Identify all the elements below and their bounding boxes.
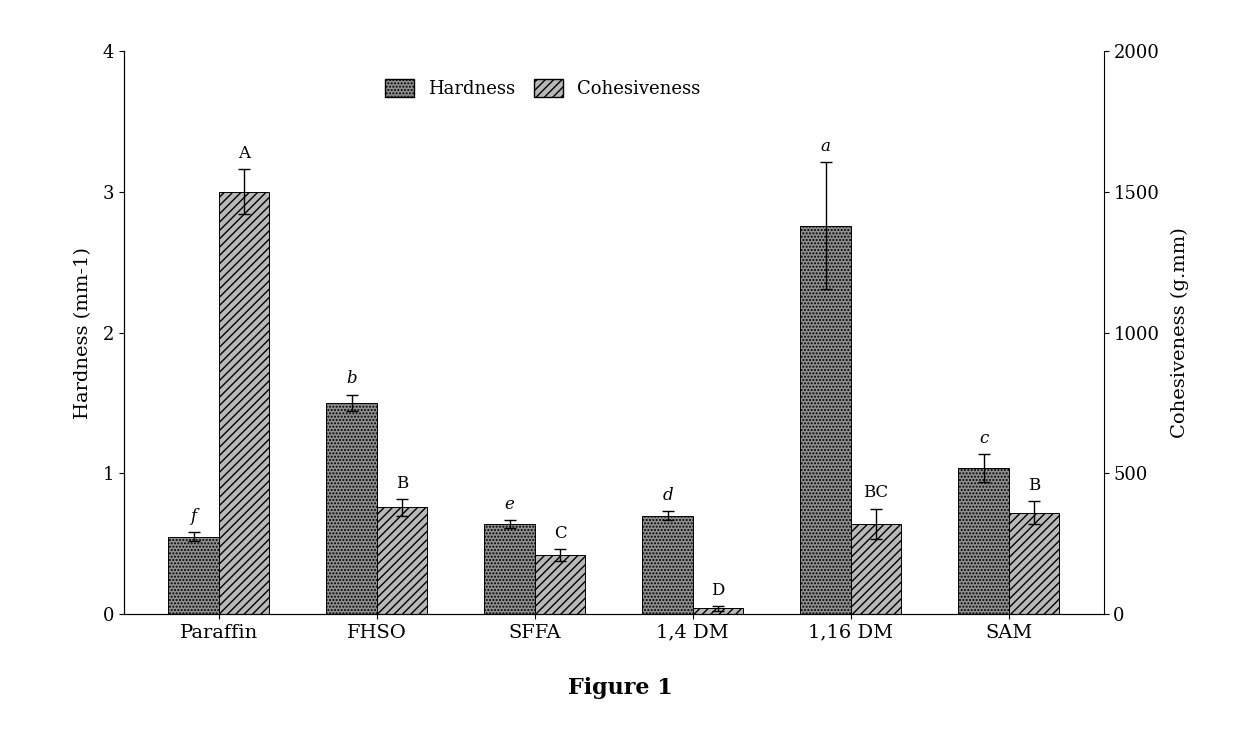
Bar <box>377 507 428 614</box>
Text: D: D <box>712 582 724 599</box>
Text: B: B <box>396 474 408 492</box>
Text: b: b <box>346 371 357 387</box>
Bar <box>169 537 218 614</box>
Bar <box>534 555 585 614</box>
Text: e: e <box>505 496 515 512</box>
Bar <box>1009 512 1059 614</box>
Text: A: A <box>238 145 250 162</box>
Text: B: B <box>1028 477 1040 494</box>
Bar <box>851 524 901 614</box>
Text: a: a <box>821 138 831 155</box>
Text: d: d <box>662 488 673 504</box>
Bar <box>693 608 743 614</box>
Bar <box>959 468 1009 614</box>
Text: f: f <box>191 508 197 526</box>
Text: BC: BC <box>863 485 889 501</box>
Text: c: c <box>978 430 988 447</box>
Bar <box>800 226 851 614</box>
Bar <box>326 403 377 614</box>
Y-axis label: Cohesiveness (g.mm): Cohesiveness (g.mm) <box>1171 227 1189 438</box>
Text: C: C <box>554 526 567 542</box>
Bar <box>218 192 269 614</box>
Text: Figure 1: Figure 1 <box>568 678 672 700</box>
Bar <box>485 524 534 614</box>
Legend: Hardness, Cohesiveness: Hardness, Cohesiveness <box>378 72 708 105</box>
Bar <box>642 515 693 614</box>
Y-axis label: Hardness (mm-1): Hardness (mm-1) <box>73 246 92 419</box>
